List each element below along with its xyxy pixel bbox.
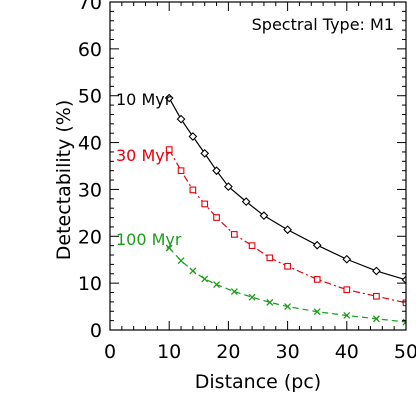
data-point <box>224 182 233 191</box>
data-point <box>284 303 292 311</box>
data-point <box>188 132 198 141</box>
data-point <box>212 166 221 176</box>
series-line-100-myr <box>168 247 406 323</box>
data-point <box>177 167 185 175</box>
data-point <box>165 244 173 252</box>
data-point <box>189 186 197 194</box>
data-point <box>266 254 274 262</box>
data-point-stroke <box>230 288 238 296</box>
data-point-stroke <box>201 275 209 283</box>
data-point <box>343 312 351 319</box>
x-tick-label: 20 <box>216 341 240 363</box>
data-point <box>373 292 380 300</box>
data-point-stroke <box>177 257 185 265</box>
data-point-stroke <box>165 244 173 252</box>
y-tick-label: 30 <box>78 179 102 201</box>
y-tick-label: 20 <box>78 226 102 248</box>
data-point <box>230 231 238 238</box>
data-point <box>342 254 352 264</box>
data-point <box>312 240 322 250</box>
data-point <box>284 262 291 270</box>
data-point-stroke <box>213 281 221 289</box>
data-point <box>164 93 174 103</box>
y-axis-label: Detectability (%) <box>53 100 75 261</box>
data-point <box>372 315 380 323</box>
y-tick-label: 50 <box>78 86 102 108</box>
data-point <box>213 214 220 221</box>
y-tick-label: 10 <box>78 273 102 295</box>
data-point <box>248 293 256 301</box>
data-point <box>313 276 321 283</box>
data-point-stroke <box>343 312 351 319</box>
series-label-100-myr: 100 Myr <box>116 230 182 249</box>
data-point-stroke <box>248 293 256 301</box>
data-point <box>283 225 292 235</box>
data-point <box>402 318 406 326</box>
x-tick-label: 50 <box>394 341 416 363</box>
data-point <box>259 211 269 221</box>
plot-frame <box>109 1 407 331</box>
data-point <box>200 148 210 158</box>
data-point <box>402 299 406 307</box>
data-point-stroke <box>402 318 406 323</box>
series-label-10-myr: 10 Myr <box>116 90 172 109</box>
data-point-stroke <box>284 303 292 311</box>
x-tick-label: 0 <box>104 341 116 363</box>
data-point <box>201 275 209 283</box>
data-point <box>313 308 321 316</box>
series-30-myr <box>165 146 406 307</box>
chart-annotation: Spectral Type: M1 <box>252 15 394 34</box>
data-point <box>241 197 251 206</box>
data-point <box>176 114 186 124</box>
x-tick-label: 40 <box>335 341 359 363</box>
series-10-myr <box>164 93 406 285</box>
data-point <box>343 286 351 294</box>
data-point <box>230 288 238 296</box>
data-point <box>201 200 209 208</box>
data-point <box>165 146 173 153</box>
series-line-10-myr <box>168 97 406 281</box>
data-point <box>189 267 197 275</box>
data-point-stroke <box>402 321 406 326</box>
data-point-stroke <box>266 298 274 306</box>
data-point-stroke <box>372 315 380 323</box>
data-point <box>213 281 221 289</box>
x-tick-label: 30 <box>276 341 300 363</box>
y-tick-label: 70 <box>78 0 102 14</box>
plot-area <box>164 93 406 326</box>
axes: 0 10 20 30 40 50 0 10 20 30 40 50 60 70 <box>78 0 416 363</box>
data-point <box>401 275 406 285</box>
data-point-stroke <box>313 308 321 316</box>
series-label-30-myr: 30 Myr <box>116 146 172 165</box>
y-tick-label: 60 <box>78 39 102 61</box>
y-tick-label: 40 <box>78 133 102 155</box>
x-axis-label: Distance (pc) <box>195 371 321 393</box>
data-point <box>177 257 185 265</box>
data-point-stroke <box>189 267 197 275</box>
data-point <box>266 298 274 306</box>
series-100-myr <box>165 244 406 326</box>
data-point <box>372 266 381 276</box>
x-tick-label: 10 <box>157 341 181 363</box>
y-tick-label: 0 <box>90 320 102 342</box>
data-point <box>248 242 256 250</box>
